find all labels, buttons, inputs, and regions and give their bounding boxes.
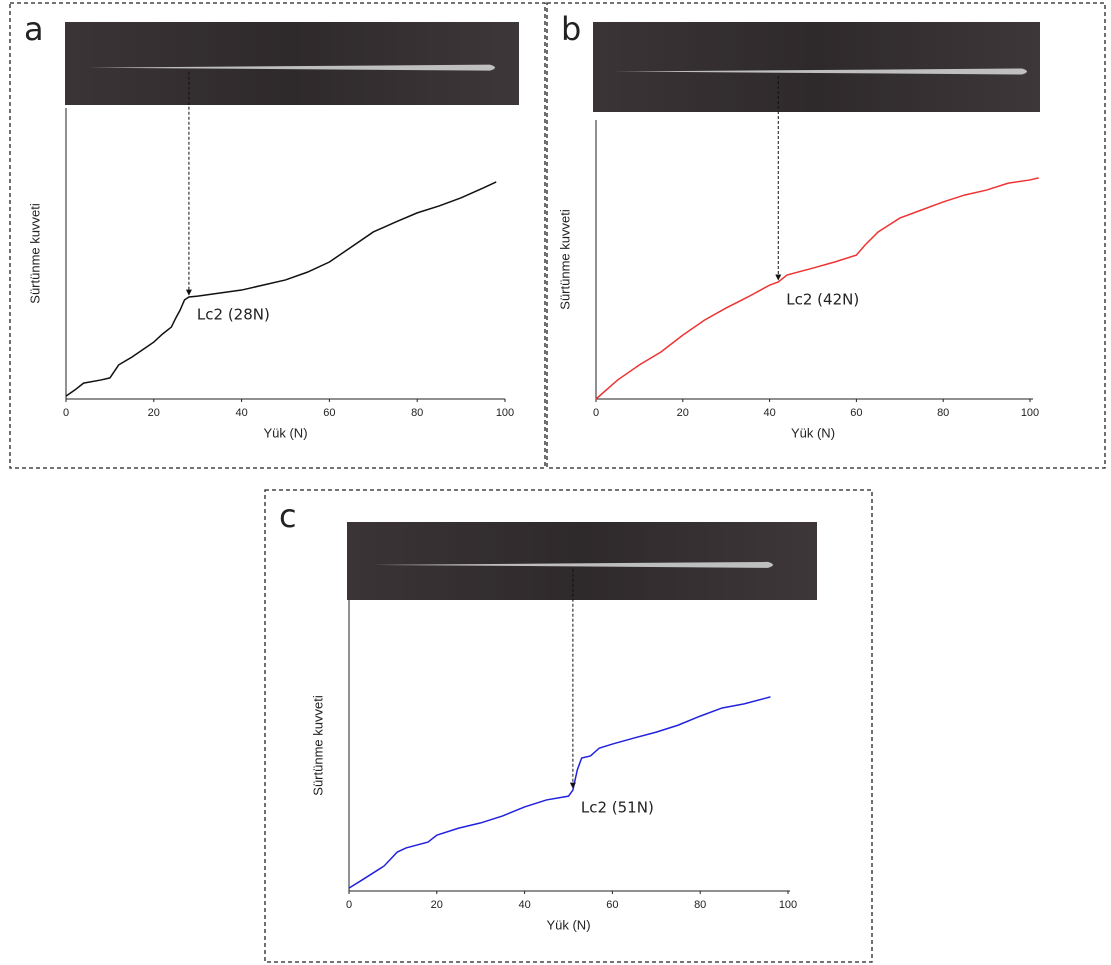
panel-frame — [9, 2, 546, 469]
y-axis-title: Sürtünme kuvveti — [27, 203, 42, 304]
x-axis-title: Yük (N) — [263, 425, 307, 440]
data-line — [595, 177, 1039, 400]
chart-panel: a 0 20 40 60 80 100 Yük (N) Sürtünme kuvveti Lc2 … — [9, 2, 546, 469]
x-tick-label: 40 — [518, 899, 530, 911]
panel-label: a — [24, 10, 44, 48]
data-line — [348, 696, 771, 889]
x-tick-label: 80 — [411, 407, 423, 419]
x-tick-label: 100 — [496, 407, 514, 419]
data-line — [65, 181, 497, 397]
panel-frame — [264, 489, 873, 963]
x-tick-label: 40 — [763, 407, 775, 419]
scratch-photo — [65, 22, 519, 105]
panel-frame — [546, 2, 1106, 469]
x-tick-label: 60 — [850, 407, 862, 419]
x-tick-label: 20 — [148, 407, 160, 419]
annotation-label: Lc2 (42N) — [786, 290, 859, 308]
scratch-track — [88, 64, 495, 71]
x-tick-label: 0 — [593, 407, 599, 419]
x-tick-label: 20 — [431, 899, 443, 911]
y-axis-title: Sürtünme kuvveti — [557, 209, 572, 310]
annotation-label: Lc2 (51N) — [581, 799, 654, 817]
x-tick-label: 80 — [937, 407, 949, 419]
x-tick-label: 40 — [235, 407, 247, 419]
x-tick-label: 0 — [346, 899, 352, 911]
y-axis-title: Sürtünme kuvveti — [310, 695, 325, 796]
scratch-track — [373, 561, 773, 568]
x-axis-title: Yük (N) — [546, 917, 590, 932]
x-tick-label: 20 — [677, 407, 689, 419]
x-tick-label: 0 — [63, 407, 69, 419]
scratch-photo — [593, 22, 1040, 112]
chart-panel: c 0 20 40 60 80 100 Yük (N) Sürtünme kuvveti Lc2 … — [264, 489, 873, 963]
chart-panel: b 0 20 40 60 80 100 Yük (N) Sürtünme kuvveti Lc2 … — [546, 2, 1106, 469]
panel-label: c — [279, 497, 297, 535]
x-tick-label: 100 — [1021, 407, 1039, 419]
x-tick-label: 60 — [606, 899, 618, 911]
x-tick-label: 80 — [694, 899, 706, 911]
annotation-label: Lc2 (28N) — [197, 305, 270, 323]
panel-label: b — [561, 10, 581, 48]
x-tick-label: 100 — [779, 899, 797, 911]
x-axis-title: Yük (N) — [791, 425, 835, 440]
scratch-track — [612, 68, 1027, 75]
scratch-photo — [347, 522, 817, 600]
x-tick-label: 60 — [323, 407, 335, 419]
